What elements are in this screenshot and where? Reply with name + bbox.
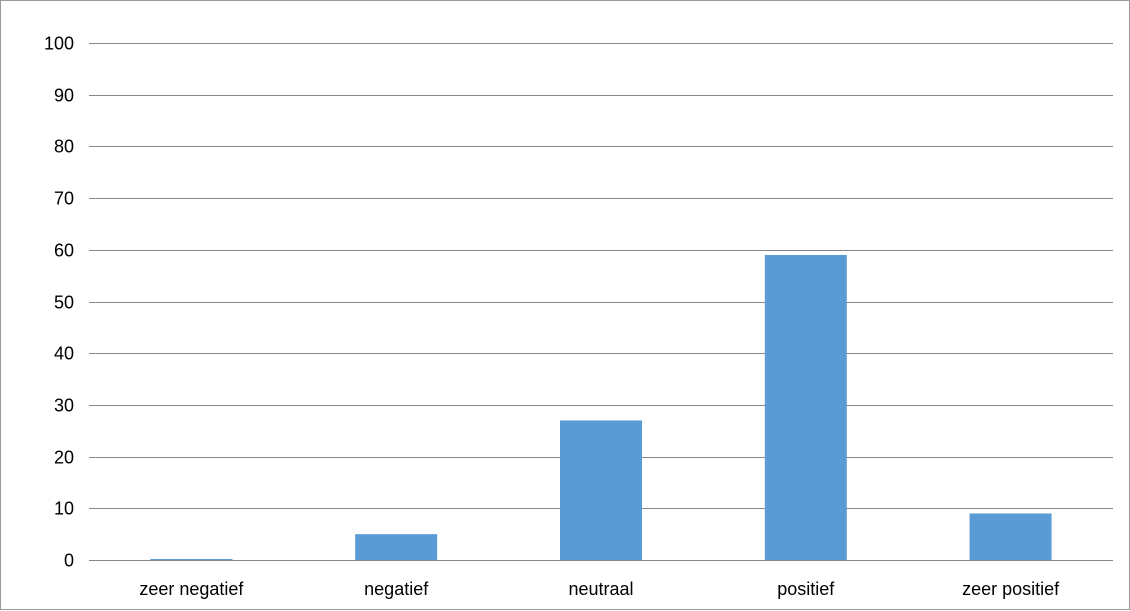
bar-negatief xyxy=(355,534,438,560)
bar-neutraal xyxy=(560,420,642,560)
y-tick-label: 40 xyxy=(54,344,74,364)
y-axis-ticks: 0 10 20 30 40 50 60 70 80 90 100 xyxy=(44,34,74,571)
x-axis-labels: zeer negatief negatief neutraal positief zee… xyxy=(139,579,1060,599)
y-tick-label: 0 xyxy=(64,551,74,571)
gridlines xyxy=(89,43,1113,561)
x-tick-label: negatief xyxy=(364,579,429,599)
y-tick-label: 100 xyxy=(44,34,74,54)
y-tick-label: 10 xyxy=(54,499,74,519)
x-tick-label: neutraal xyxy=(568,579,633,599)
y-tick-label: 60 xyxy=(54,241,74,261)
y-tick-label: 70 xyxy=(54,189,74,209)
bar-positief xyxy=(764,254,847,560)
bar-zeer-positief xyxy=(969,513,1052,560)
x-tick-label: zeer positief xyxy=(962,579,1060,599)
y-tick-label: 80 xyxy=(54,137,74,157)
x-tick-label: zeer negatief xyxy=(139,579,244,599)
y-tick-label: 20 xyxy=(54,448,74,468)
y-tick-label: 30 xyxy=(54,396,74,416)
bars xyxy=(150,254,1052,560)
bar-zeer-negatief xyxy=(150,558,233,560)
x-tick-label: positief xyxy=(777,579,835,599)
y-tick-label: 90 xyxy=(54,86,74,106)
y-tick-label: 50 xyxy=(54,293,74,313)
